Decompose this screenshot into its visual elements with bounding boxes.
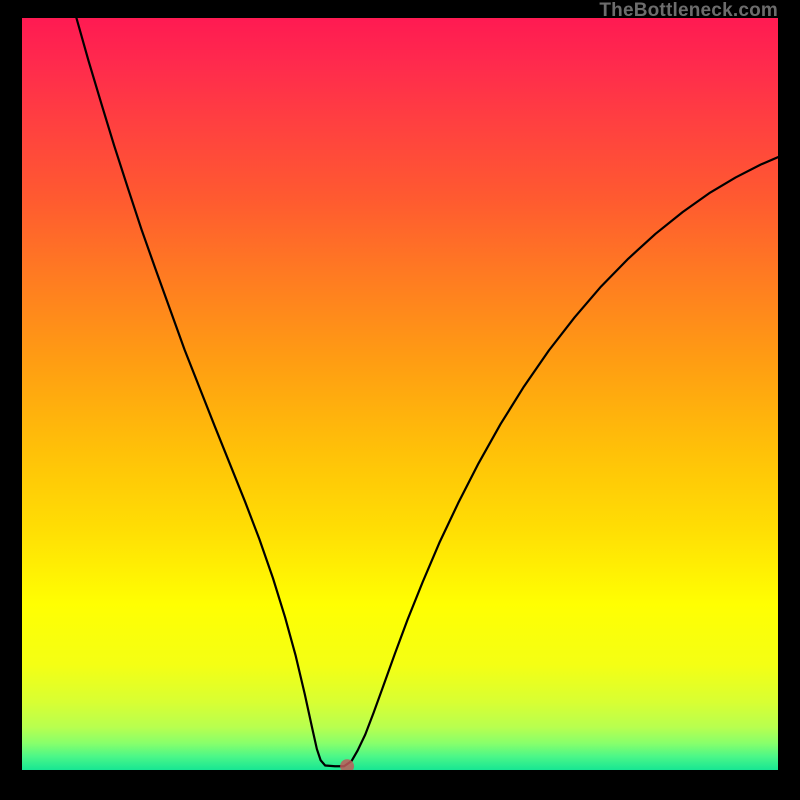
plot-area bbox=[22, 18, 778, 770]
gradient-background bbox=[22, 18, 778, 770]
chart-container: TheBottleneck.com bbox=[0, 0, 800, 800]
